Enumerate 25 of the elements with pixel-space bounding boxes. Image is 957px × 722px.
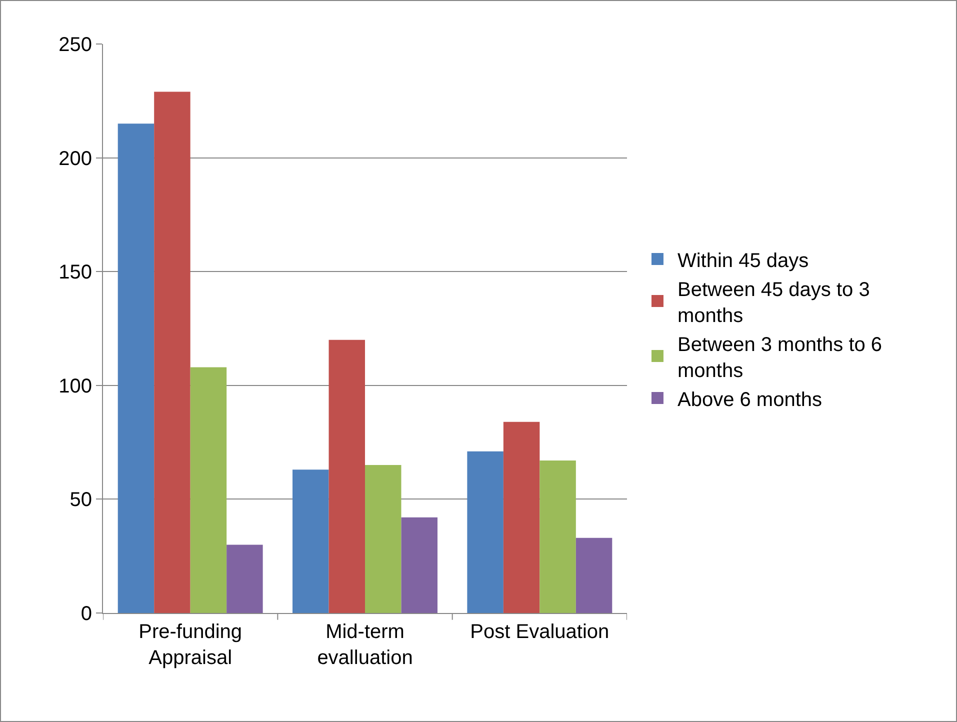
y-tick-label: 250 [58,34,92,56]
bar [467,451,504,613]
bar [226,544,263,613]
bar [292,470,329,613]
x-tick-label: Post Evaluation [470,621,610,643]
bar [576,538,612,613]
legend-label: Between 3 months to 6 months [677,334,882,382]
bar [365,465,402,613]
legend-label: Above 6 months [677,388,822,411]
y-tick-label: 100 [58,375,92,398]
bar [540,460,576,613]
bar [154,92,190,613]
bar [190,367,227,613]
y-tick-label: 150 [58,262,92,284]
y-tick-label: 200 [58,148,92,170]
bar [328,340,365,613]
legend-label: Between 45 days to 3 months [677,278,870,327]
y-tick-label: 50 [70,489,92,512]
legend-label: Within 45 days [677,250,809,272]
bar [503,422,540,613]
x-tick-label: Pre-funding Appraisal [138,621,242,669]
x-tick-label: Mid-term evalluation [317,621,413,669]
bar [401,517,438,613]
bar [118,124,154,613]
y-tick-label: 0 [80,603,92,625]
